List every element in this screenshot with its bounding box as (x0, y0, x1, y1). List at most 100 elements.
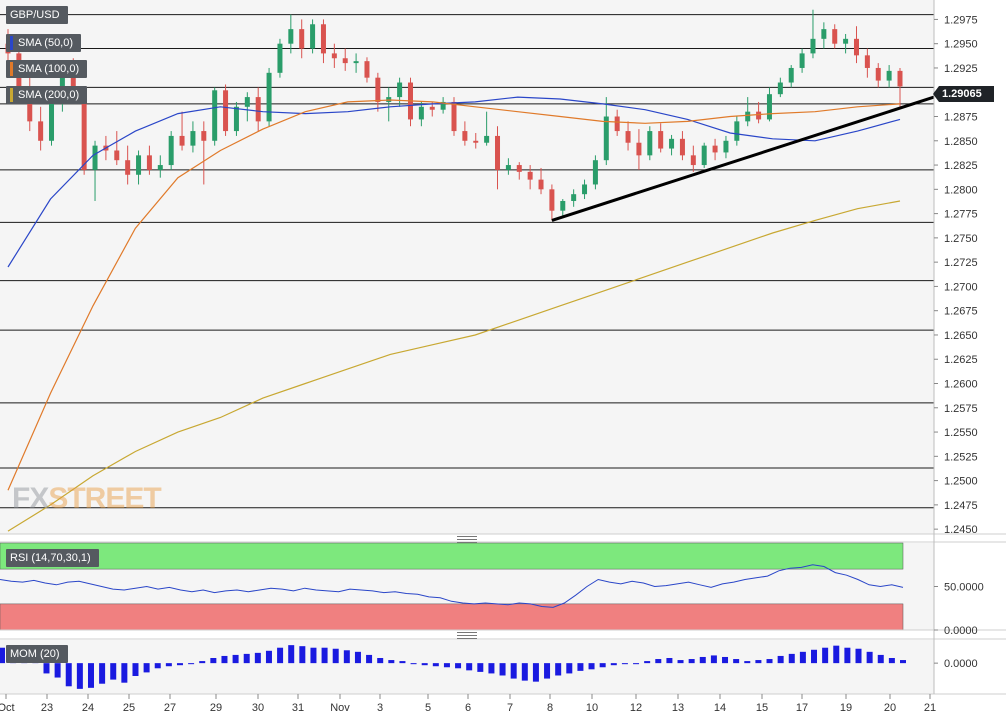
rsi-y-tick-label: 0.0000 (944, 625, 978, 637)
price-y-tick-label: 1.2500 (944, 476, 978, 488)
watermark-street: STREET (48, 482, 161, 515)
candle-bullish (810, 38, 816, 54)
momentum-bar (599, 663, 606, 668)
candle-bearish (473, 140, 479, 143)
sma50-swatch (10, 36, 13, 51)
momentum-bar (54, 663, 61, 678)
symbol-label[interactable]: GBP/USD (6, 6, 68, 24)
momentum-bar (544, 663, 551, 679)
momentum-bar (744, 661, 751, 664)
legend-sma50[interactable]: SMA (50,0) (6, 34, 82, 52)
last-price-badge: 1.29065 (933, 86, 994, 102)
candle-bearish (516, 165, 522, 172)
candle-bullish (92, 145, 98, 170)
rsi-label[interactable]: RSI (14,70,30,1) (6, 549, 99, 567)
momentum-bar (76, 663, 83, 689)
sma100-line (7, 99, 901, 491)
x-axis-tick-label: 5 (425, 702, 431, 714)
price-y-tick-label: 1.2625 (944, 354, 978, 366)
x-axis-tick-label: 12 (630, 702, 642, 714)
candle-bearish (832, 29, 838, 44)
x-axis-tick-label: 30 (252, 702, 264, 714)
momentum-bar (877, 654, 884, 664)
candle-bearish (690, 155, 696, 166)
candle-bearish (179, 135, 185, 146)
momentum-bar (243, 653, 250, 664)
momentum-bar (132, 663, 139, 676)
candle-bullish (734, 121, 740, 141)
legend-sma100[interactable]: SMA (100,0) (6, 60, 88, 78)
x-axis-tick-label: 24 (82, 702, 94, 714)
candle-bearish (429, 106, 435, 110)
panel-resize-handle-1[interactable] (457, 536, 477, 543)
momentum-bar (688, 659, 695, 664)
x-axis-tick-label: 8 (547, 702, 553, 714)
candle-bullish (669, 138, 675, 149)
candle-bullish (505, 165, 511, 170)
momentum-bar (366, 654, 373, 664)
momentum-bar (866, 651, 873, 664)
candle-bearish (679, 138, 685, 156)
price-y-tick-label: 1.2450 (944, 524, 978, 536)
candle-bullish (843, 38, 849, 44)
candle-bearish (320, 24, 326, 54)
momentum-bar (254, 652, 261, 664)
rsi-label-text: RSI (14,70,30,1) (10, 552, 91, 564)
momentum-bar (154, 663, 161, 669)
momentum-bar (188, 663, 195, 665)
candle-bearish (70, 72, 76, 95)
legend-sma200-label: SMA (200,0) (18, 89, 80, 101)
momentum-bar (577, 663, 584, 671)
legend-sma200[interactable]: SMA (200,0) (6, 86, 88, 104)
momentum-bar (811, 649, 818, 664)
candle-bearish (375, 77, 381, 102)
candle-bullish (571, 194, 577, 201)
momentum-bar (833, 645, 840, 664)
x-axis-tick-label: 14 (714, 702, 726, 714)
candle-bullish (440, 101, 446, 110)
legend-sma100-label: SMA (100,0) (18, 63, 80, 75)
price-y-tick-label: 1.2575 (944, 403, 978, 415)
candle-bearish (853, 38, 859, 56)
momentum-bar (844, 647, 851, 664)
momentum-bar (655, 659, 662, 664)
momentum-bar (777, 655, 784, 664)
legend-sma50-label: SMA (50,0) (18, 37, 74, 49)
momentum-bar (332, 648, 339, 664)
candle-bearish (255, 97, 261, 122)
momentum-bar (176, 663, 183, 666)
x-axis-tick-label: Oct (0, 702, 15, 714)
momentum-bar (455, 663, 462, 669)
x-axis-tick-label: 15 (756, 702, 768, 714)
candle-bullish (418, 106, 424, 120)
rsi-y-tick-label: 50.0000 (944, 582, 984, 594)
candle-bearish (364, 61, 370, 78)
rsi-overbought-zone (0, 542, 904, 570)
candle-bearish (223, 90, 229, 132)
candle-bearish (299, 29, 305, 49)
candle-bearish (451, 101, 457, 132)
candle-bullish (157, 165, 163, 170)
candle-bearish (614, 116, 620, 132)
fxstreet-watermark: FXSTREET (12, 482, 162, 516)
x-axis-tick-label: 27 (164, 702, 176, 714)
mom-y-tick-label: 0.0000 (944, 658, 978, 670)
candle-bullish (821, 29, 827, 39)
candle-bearish (342, 58, 348, 64)
candle-bullish (484, 135, 490, 143)
candle-bullish (136, 155, 142, 175)
panel-resize-handle-2[interactable] (457, 632, 477, 639)
price-y-tick-label: 1.2700 (944, 281, 978, 293)
momentum-bar (299, 646, 306, 664)
candle-bearish (625, 131, 631, 143)
x-axis-tick-label: 7 (507, 702, 513, 714)
momentum-bar (288, 645, 295, 664)
mom-label[interactable]: MOM (20) (6, 645, 68, 663)
momentum-bar (799, 651, 806, 664)
candle-bearish (201, 131, 207, 141)
candle-bearish (146, 155, 152, 170)
momentum-bar (143, 663, 150, 673)
candle-bearish (331, 53, 337, 59)
candle-bullish (647, 131, 653, 156)
candle-bullish (266, 72, 272, 122)
